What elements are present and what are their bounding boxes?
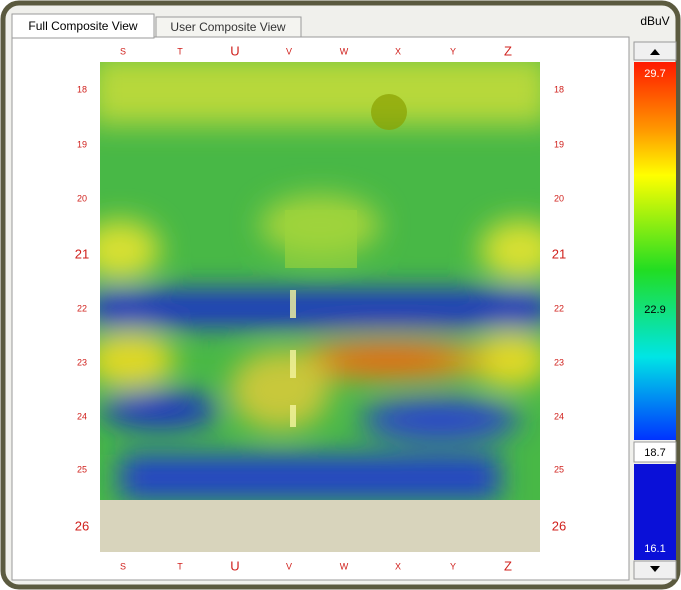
row-label: 23 bbox=[554, 357, 564, 367]
color-gradient bbox=[634, 62, 676, 440]
row-label: 19 bbox=[554, 139, 564, 149]
column-label: X bbox=[395, 561, 401, 571]
column-label: Y bbox=[450, 46, 456, 56]
column-label: S bbox=[120, 561, 126, 571]
column-label: X bbox=[395, 46, 401, 56]
heatmap bbox=[100, 62, 540, 552]
column-label: Y bbox=[450, 561, 456, 571]
column-label: Z bbox=[504, 558, 512, 573]
tabs: Full Composite View User Composite View bbox=[11, 13, 302, 39]
row-label: 22 bbox=[554, 303, 564, 313]
column-label: T bbox=[177, 561, 183, 571]
tab-label[interactable]: Full Composite View bbox=[28, 19, 137, 33]
column-label: V bbox=[286, 46, 292, 56]
row-label: 18 bbox=[554, 84, 564, 94]
colorbar-unit: dBuV bbox=[640, 14, 669, 28]
threshold-box[interactable] bbox=[633, 441, 677, 463]
colorbar: dBuV 29.7 22.9 18.7 16.1 bbox=[633, 14, 677, 580]
row-label: 23 bbox=[77, 357, 87, 367]
column-label: Z bbox=[504, 43, 512, 58]
arrow-down[interactable] bbox=[650, 566, 660, 572]
grid-labels: S S T T U U V V W W X X Y Y Z Z 18 18 19 19 20 20 21 21 22 22 23 23… bbox=[75, 43, 566, 573]
row-label: 20 bbox=[554, 193, 564, 203]
tab[interactable] bbox=[155, 16, 302, 38]
column-label: S bbox=[120, 46, 126, 56]
row-label: 24 bbox=[77, 411, 87, 421]
row-label: 24 bbox=[554, 411, 564, 421]
tab-label[interactable]: User Composite View bbox=[170, 20, 285, 34]
column-label: W bbox=[340, 561, 349, 571]
row-label: 26 bbox=[75, 518, 89, 533]
column-label: U bbox=[230, 43, 239, 58]
column-label: T bbox=[177, 46, 183, 56]
row-label: 19 bbox=[77, 139, 87, 149]
row-label: 26 bbox=[552, 518, 566, 533]
row-label: 18 bbox=[77, 84, 87, 94]
colorbar-label: 29.7 bbox=[644, 68, 665, 80]
row-label: 22 bbox=[77, 303, 87, 313]
row-label: 25 bbox=[77, 464, 87, 474]
tab[interactable] bbox=[11, 13, 155, 39]
row-label: 21 bbox=[75, 246, 89, 261]
below-threshold bbox=[634, 464, 676, 560]
column-label: W bbox=[340, 46, 349, 56]
colorbar-label: 22.9 bbox=[644, 304, 665, 316]
row-label: 21 bbox=[552, 246, 566, 261]
row-label: 25 bbox=[554, 464, 564, 474]
arrow-up[interactable] bbox=[650, 49, 660, 55]
colorbar-label: 18.7 bbox=[644, 447, 665, 459]
column-label: V bbox=[286, 561, 292, 571]
column-label: U bbox=[230, 558, 239, 573]
colorbar-label: 16.1 bbox=[644, 543, 665, 555]
row-label: 20 bbox=[77, 193, 87, 203]
